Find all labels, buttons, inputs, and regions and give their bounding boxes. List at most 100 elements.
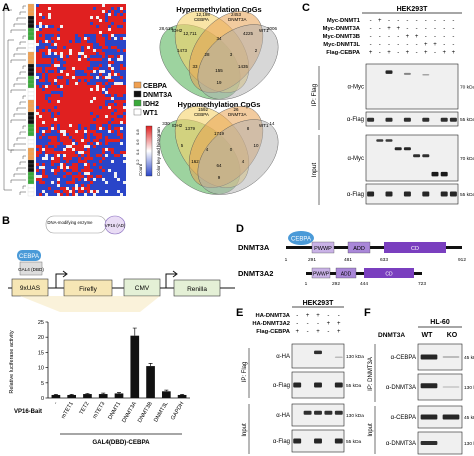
- heatmap-cell: [54, 16, 57, 19]
- sample-annotation: [27, 111, 35, 117]
- heatmap-cell: [90, 124, 93, 127]
- heatmap-cell: [87, 115, 90, 118]
- heatmap-cell: [90, 13, 93, 16]
- heatmap-cell: [108, 70, 111, 73]
- venn-hyper-count: 12,198: [196, 12, 210, 17]
- heatmap-cell: [120, 67, 123, 70]
- heatmap-cell: [42, 91, 45, 94]
- heatmap-cell: [81, 130, 84, 133]
- heatmap-cell: [111, 127, 114, 130]
- heatmap-cell: [72, 130, 75, 133]
- heatmap-cell: [117, 64, 120, 67]
- heatmap-cell: [51, 55, 54, 58]
- heatmap-cell: [51, 94, 54, 97]
- heatmap-cell: [84, 34, 87, 37]
- heatmap-cell: [123, 4, 126, 7]
- heatmap-cell: [36, 49, 39, 52]
- heatmap-cell: [60, 76, 63, 79]
- heatmap-cell: [39, 178, 42, 181]
- heatmap-cell: [60, 34, 63, 37]
- heatmap-cell: [81, 121, 84, 124]
- heatmap-cell: [51, 70, 54, 73]
- venn-hyper-set-label: DNMT3A: [228, 17, 247, 22]
- heatmap-cell: [99, 43, 102, 46]
- heatmap-cell: [108, 43, 111, 46]
- heatmap-cell: [75, 148, 78, 151]
- heatmap-cell: [57, 91, 60, 94]
- heatmap-cell: [123, 16, 126, 19]
- heatmap-cell: [90, 148, 93, 151]
- heatmap-cell: [111, 160, 114, 163]
- heatmap-cell: [105, 148, 108, 151]
- heatmap-cell: [36, 58, 39, 61]
- heatmap-cell: [48, 184, 51, 187]
- panel-letter-e: E: [236, 307, 243, 319]
- heatmap-cell: [114, 34, 117, 37]
- heatmap-cell: [81, 148, 84, 151]
- heatmap-cell: [84, 73, 87, 76]
- heatmap-cell: [87, 127, 90, 130]
- heatmap-cell: [72, 112, 75, 115]
- heatmap-cell: [120, 85, 123, 88]
- heatmap-cell: [66, 154, 69, 157]
- gal4-label: GAL4 (DBD): [18, 267, 44, 272]
- heatmap-cell: [66, 7, 69, 10]
- heatmap-cell: [123, 58, 126, 61]
- heatmap-cell: [120, 55, 123, 58]
- heatmap-cell: [36, 187, 39, 190]
- heatmap-cell: [111, 94, 114, 97]
- c-input-myc-band: [394, 147, 402, 151]
- heatmap-cell: [81, 58, 84, 61]
- heatmap-cell: [96, 121, 99, 124]
- heatmap-cell: [51, 145, 54, 148]
- heatmap-cell: [57, 184, 60, 187]
- heatmap-cell: [87, 124, 90, 127]
- heatmap-cell: [75, 118, 78, 121]
- heatmap-cell: [90, 97, 93, 100]
- sample-annotation: [27, 47, 35, 53]
- heatmap-cell: [93, 193, 96, 196]
- heatmap-cell: [60, 4, 63, 7]
- heatmap-cell: [60, 115, 63, 118]
- heatmap-cell: [102, 46, 105, 49]
- heatmap-cell: [57, 169, 60, 172]
- e-input-ha-blot: [291, 403, 345, 427]
- heatmap-cell: [123, 136, 126, 139]
- sample-annotation: [27, 123, 35, 129]
- heatmap-cell: [105, 145, 108, 148]
- legend-swatch-idh2: [133, 99, 142, 107]
- heatmap-cell: [36, 79, 39, 82]
- heatmap-cell: [66, 112, 69, 115]
- e-ip-flag-antibody-label: α-Flag: [273, 383, 290, 389]
- heatmap-cell: [45, 148, 48, 151]
- heatmap-cell: [81, 184, 84, 187]
- heatmap-cell: [51, 175, 54, 178]
- heatmap-cell: [120, 181, 123, 184]
- heatmap-cell: [60, 7, 63, 10]
- heatmap-cell: [57, 181, 60, 184]
- heatmap-cell: [123, 142, 126, 145]
- heatmap-cell: [123, 190, 126, 193]
- uas-label: 9xUAS: [20, 285, 41, 292]
- heatmap-cell: [72, 100, 75, 103]
- heatmap-cell: [108, 157, 111, 160]
- f-input-cebpa-band: [420, 414, 438, 420]
- heatmap-cell: [102, 16, 105, 19]
- sample-annotation: [27, 151, 35, 157]
- heatmap-cell: [81, 106, 84, 109]
- heatmap-cell: [111, 121, 114, 124]
- heatmap-cell: [90, 187, 93, 190]
- dnmt3a2-cd-label: CD: [385, 272, 393, 278]
- heatmap-cell: [117, 124, 120, 127]
- heatmap-cell: [87, 52, 90, 55]
- heatmap-cell: [78, 28, 81, 31]
- heatmap-cell: [63, 7, 66, 10]
- heatmap-cell: [60, 142, 63, 145]
- promoter-arrow-cmv: [165, 270, 178, 288]
- heatmap-cell: [75, 130, 78, 133]
- heatmap-cell: [108, 22, 111, 25]
- heatmap-cell: [45, 175, 48, 178]
- heatmap-cell: [66, 121, 69, 124]
- heatmap-cell: [57, 160, 60, 163]
- venn-hypo-count: 1719: [214, 131, 225, 136]
